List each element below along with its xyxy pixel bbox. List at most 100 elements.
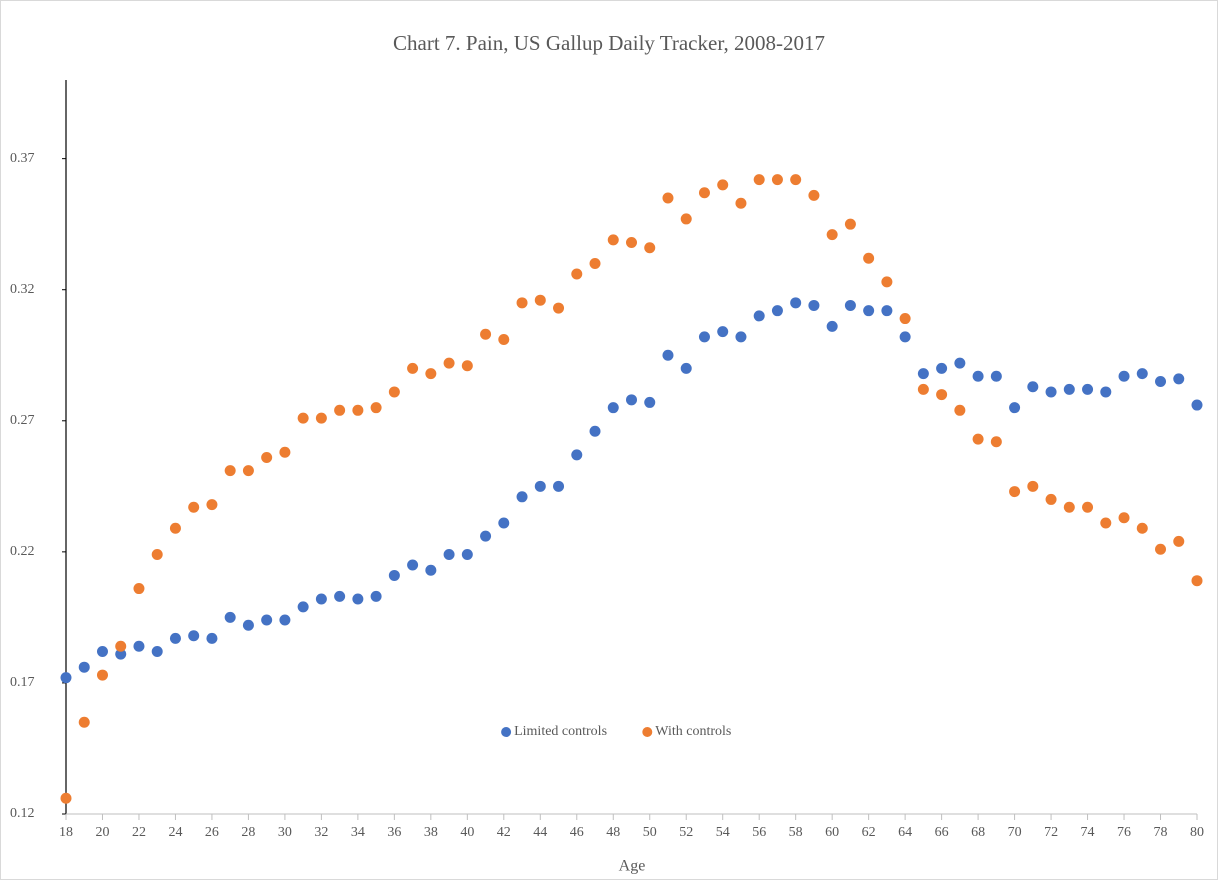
point	[1118, 512, 1130, 524]
point	[1027, 480, 1039, 492]
x-tick-label: 72	[1044, 825, 1058, 840]
x-tick-label: 34	[351, 825, 365, 840]
point	[96, 669, 108, 681]
x-tick-label: 56	[752, 825, 766, 840]
point	[315, 593, 327, 605]
point	[516, 491, 528, 503]
point	[1063, 501, 1075, 513]
point	[863, 252, 875, 264]
point	[899, 313, 911, 325]
point	[753, 174, 765, 186]
x-tick-label: 80	[1190, 825, 1204, 840]
x-tick-label: 76	[1117, 825, 1131, 840]
point	[60, 672, 72, 684]
point	[1118, 370, 1130, 382]
point	[1027, 381, 1039, 393]
x-tick-label: 44	[533, 825, 547, 840]
x-tick-label: 78	[1154, 825, 1168, 840]
x-tick-label: 22	[132, 825, 146, 840]
point	[206, 499, 218, 511]
point	[553, 302, 565, 314]
x-tick-label: 24	[168, 825, 182, 840]
point	[334, 590, 346, 602]
point	[826, 320, 838, 332]
point	[808, 299, 820, 311]
point	[133, 583, 145, 595]
x-tick-label: 58	[789, 825, 803, 840]
point	[1045, 386, 1057, 398]
point	[954, 404, 966, 416]
point	[188, 501, 200, 513]
point	[534, 480, 546, 492]
point	[972, 370, 984, 382]
point	[753, 310, 765, 322]
point	[133, 640, 145, 652]
point	[662, 192, 674, 204]
x-tick-label: 30	[278, 825, 292, 840]
point	[644, 242, 656, 254]
x-tick-label: 40	[460, 825, 474, 840]
point	[224, 465, 236, 477]
point	[115, 640, 127, 652]
point	[662, 349, 674, 361]
point	[1173, 373, 1185, 385]
point	[1063, 383, 1075, 395]
point	[571, 449, 583, 461]
x-tick-label: 28	[241, 825, 255, 840]
x-tick-label: 48	[606, 825, 620, 840]
point	[425, 564, 437, 576]
point	[96, 645, 108, 657]
point	[844, 218, 856, 230]
y-tick-label: 0.22	[10, 544, 35, 559]
point	[1155, 543, 1167, 555]
point	[899, 331, 911, 343]
x-tick-label: 60	[825, 825, 839, 840]
point	[60, 792, 72, 804]
x-tick-label: 42	[497, 825, 511, 840]
point	[242, 619, 254, 631]
y-tick-label: 0.32	[10, 282, 35, 297]
x-tick-label: 46	[570, 825, 584, 840]
point	[169, 632, 181, 644]
point	[826, 229, 838, 241]
point	[1082, 501, 1094, 513]
point	[607, 402, 619, 414]
point	[881, 276, 893, 288]
point	[990, 370, 1002, 382]
point	[78, 661, 90, 673]
x-tick-label: 32	[314, 825, 328, 840]
y-tick-label: 0.12	[10, 806, 35, 821]
point	[917, 383, 929, 395]
legend-label: Limited controls	[514, 724, 607, 739]
point	[1173, 535, 1185, 547]
point	[115, 648, 127, 660]
x-tick-label: 36	[387, 825, 401, 840]
point	[1155, 375, 1167, 387]
point	[443, 357, 455, 369]
point	[844, 299, 856, 311]
point	[352, 404, 364, 416]
y-tick-label: 0.37	[10, 151, 35, 166]
point	[315, 412, 327, 424]
point	[279, 446, 291, 458]
point	[607, 234, 619, 246]
point	[589, 258, 601, 269]
x-tick-label: 64	[898, 825, 912, 840]
x-axis-label: Age	[619, 858, 646, 875]
x-tick-label: 52	[679, 825, 693, 840]
point	[388, 386, 400, 398]
x-tick-label: 20	[95, 825, 109, 840]
point	[972, 433, 984, 445]
point	[790, 174, 802, 186]
chart-title: Chart 7. Pain, US Gallup Daily Tracker, …	[393, 31, 825, 55]
point	[151, 645, 163, 657]
point	[698, 187, 710, 199]
point	[735, 197, 747, 209]
point	[407, 362, 419, 374]
point	[698, 331, 710, 343]
point	[790, 297, 802, 309]
x-tick-label: 74	[1081, 825, 1095, 840]
point	[261, 451, 273, 463]
point	[297, 601, 309, 613]
